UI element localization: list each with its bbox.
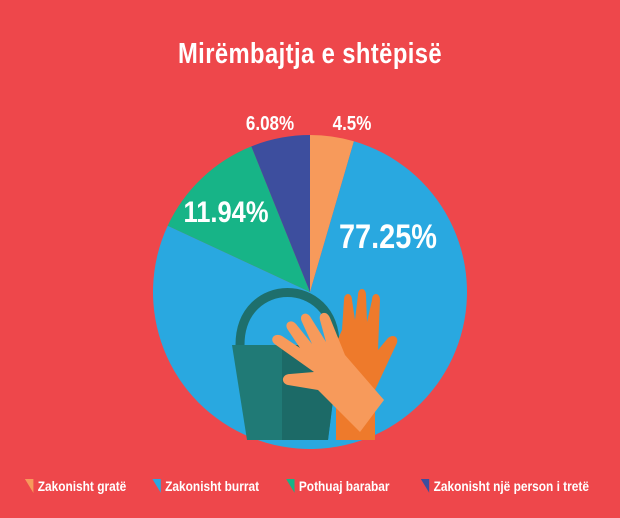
legend-label: Zakonisht gratë [37, 478, 127, 494]
pie-slice-3 [167, 146, 310, 292]
pie-slice-4 [251, 135, 310, 292]
legend-label: Zakonisht burrat [165, 478, 260, 494]
legend-item: Zakonisht burrat [152, 478, 260, 494]
slice-label: 4.5% [333, 112, 372, 135]
chart-title: Mirëmbajtja e shtëpisë [177, 38, 443, 70]
legend-item: Zakonisht gratë [24, 478, 127, 494]
legend-item: Zakonisht një person i tretë [421, 478, 589, 494]
glove-icon [272, 289, 398, 440]
slice-label: 11.94% [183, 195, 268, 228]
legend-swatch [421, 479, 430, 493]
slice-label: 6.08% [246, 112, 294, 135]
legend-swatch [285, 479, 295, 493]
legend-item: Pothuaj barabar [285, 478, 390, 494]
cleaning-illustration [232, 288, 398, 440]
legend-swatch [24, 479, 34, 493]
legend-label: Zakonisht një person i tretë [433, 478, 590, 494]
legend-swatch [152, 479, 162, 493]
legend-label: Pothuaj barabar [298, 478, 390, 494]
pie-slice-1 [310, 135, 354, 292]
legend: Zakonisht gratë Zakonisht burrat Pothuaj b… [0, 478, 620, 494]
slice-label: 77.25% [339, 217, 437, 256]
